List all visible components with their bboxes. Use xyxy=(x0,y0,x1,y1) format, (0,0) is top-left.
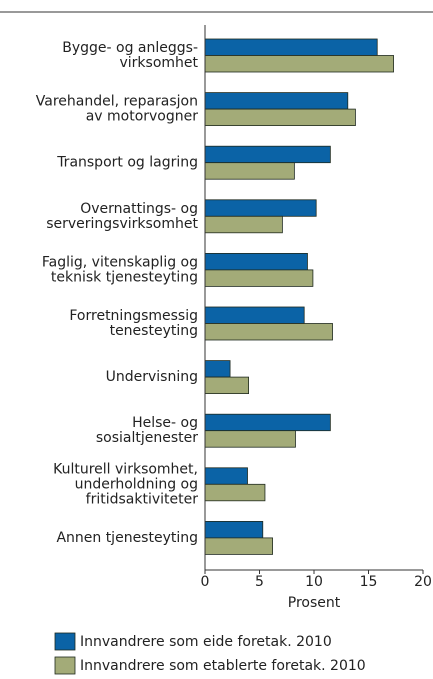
category-label: Varehandel, reparasjon av motorvogner xyxy=(36,94,198,125)
bar xyxy=(204,55,394,73)
bar xyxy=(204,92,349,110)
category-label: Bygge- og anleggs-virksomhet xyxy=(62,40,198,71)
legend-swatch xyxy=(54,656,76,675)
x-tick-label: 10 xyxy=(305,574,323,590)
category-label: Transport og lagring xyxy=(56,155,198,171)
bar xyxy=(204,108,356,126)
x-axis-label: Prosent xyxy=(288,595,341,611)
bar xyxy=(204,199,317,217)
bar xyxy=(204,467,248,485)
bar xyxy=(204,360,231,378)
x-tick-label: 0 xyxy=(201,574,210,590)
category-label: Overnattings- og serveringsvirksomhet xyxy=(46,201,198,232)
bar xyxy=(204,430,296,448)
x-tick-label: 20 xyxy=(414,574,432,590)
bar xyxy=(204,537,273,555)
bar xyxy=(204,145,331,164)
category-label: Undervisning xyxy=(106,369,198,385)
bar xyxy=(204,162,295,180)
bar xyxy=(204,521,264,539)
category-label: Kulturell virksomhet, underholdning og fri… xyxy=(53,461,198,507)
bar xyxy=(204,215,283,234)
legend-label: Innvandrere som etablerte foretak. 2010 xyxy=(80,658,366,674)
bar xyxy=(204,413,331,432)
bar xyxy=(204,252,308,271)
x-tick-label: 15 xyxy=(360,574,378,590)
bar xyxy=(204,38,378,56)
category-label: Annen tjenesteyting xyxy=(56,530,198,546)
bar xyxy=(204,323,333,341)
legend-label: Innvandrere som eide foretak. 2010 xyxy=(80,634,332,650)
bar xyxy=(204,306,305,324)
x-tick-label: 5 xyxy=(255,574,264,590)
bar xyxy=(204,376,249,395)
legend-swatch xyxy=(54,632,76,651)
category-label: Faglig, vitenskaplig og teknisk tjenestey… xyxy=(42,254,198,285)
category-label: Helse- og sosialtjenester xyxy=(96,415,198,446)
bar xyxy=(204,269,314,287)
bar xyxy=(204,483,266,502)
category-label: Forretningsmessig tenesteyting xyxy=(69,308,198,339)
